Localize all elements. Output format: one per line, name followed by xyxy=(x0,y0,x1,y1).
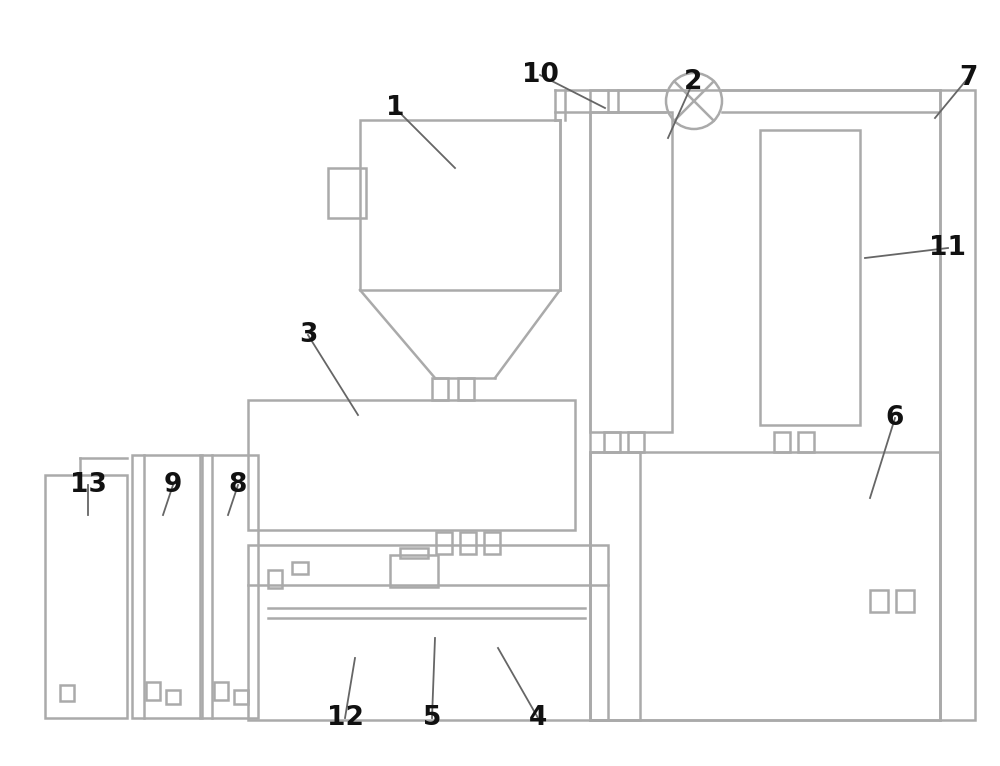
Bar xyxy=(432,378,448,400)
Text: 6: 6 xyxy=(886,405,904,431)
Text: 4: 4 xyxy=(529,705,547,731)
Text: 9: 9 xyxy=(164,472,182,498)
Bar xyxy=(940,90,975,720)
Text: 10: 10 xyxy=(522,62,558,88)
Bar xyxy=(604,432,620,452)
Text: 7: 7 xyxy=(959,65,977,91)
Text: 3: 3 xyxy=(299,322,317,348)
Bar xyxy=(400,548,428,558)
Bar xyxy=(166,690,180,704)
Bar xyxy=(200,455,258,718)
Bar xyxy=(234,690,248,704)
Bar xyxy=(390,555,438,587)
Bar xyxy=(60,685,74,701)
Bar xyxy=(436,532,452,554)
Bar xyxy=(484,532,500,554)
Bar xyxy=(45,475,127,718)
Bar xyxy=(268,570,282,588)
Bar xyxy=(458,378,474,400)
Bar xyxy=(460,532,476,554)
Text: 11: 11 xyxy=(930,235,966,261)
Bar xyxy=(760,130,860,425)
Text: 5: 5 xyxy=(423,705,441,731)
Bar xyxy=(132,455,202,718)
Bar xyxy=(896,590,914,612)
Bar xyxy=(870,590,888,612)
Bar xyxy=(146,682,160,700)
Bar xyxy=(248,400,575,530)
Bar xyxy=(292,562,308,574)
Bar xyxy=(248,545,608,720)
Bar xyxy=(798,432,814,452)
Bar xyxy=(590,452,940,720)
Bar xyxy=(328,168,366,218)
Bar xyxy=(590,112,672,432)
Text: 2: 2 xyxy=(684,69,702,95)
Text: 12: 12 xyxy=(327,705,363,731)
Bar xyxy=(590,90,940,720)
Bar xyxy=(214,682,228,700)
Text: 13: 13 xyxy=(70,472,106,498)
Bar xyxy=(774,432,790,452)
Bar xyxy=(628,432,644,452)
Bar xyxy=(590,452,640,720)
Bar xyxy=(360,120,560,290)
Text: 8: 8 xyxy=(229,472,247,498)
Text: 1: 1 xyxy=(386,95,404,121)
